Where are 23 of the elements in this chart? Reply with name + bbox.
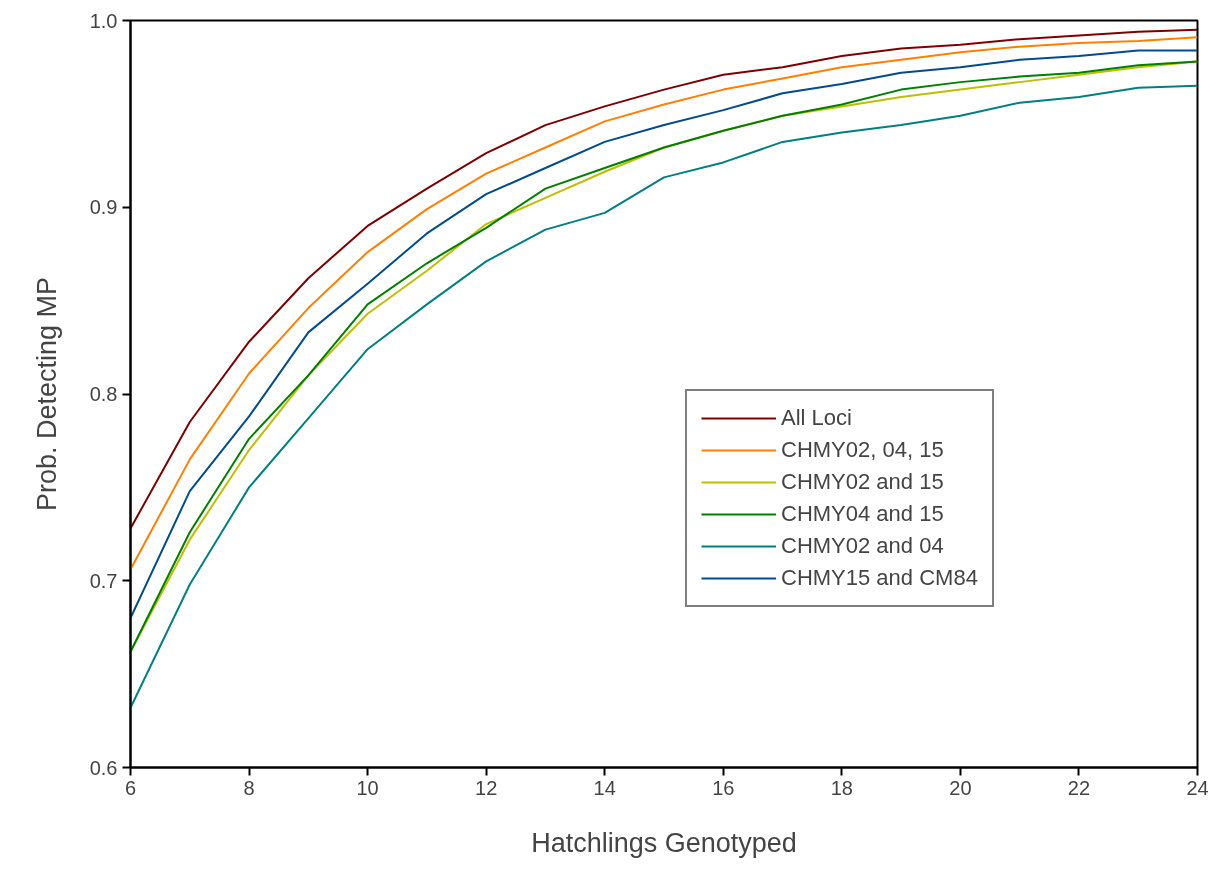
y-tick-label: 0.8 (89, 383, 118, 405)
x-tick-label: 22 (1067, 776, 1091, 799)
x-axis-title: Hatchlings Genotyped (531, 827, 797, 858)
y-tick-label: 1.0 (89, 9, 118, 32)
legend-label: CHMY04 and 15 (781, 501, 944, 527)
x-tick-label: 16 (712, 776, 735, 799)
y-tick-label: 0.9 (89, 196, 118, 219)
x-tick-label: 24 (1186, 776, 1209, 799)
x-tick-label: 12 (475, 776, 498, 799)
x-tick-label: 6 (124, 776, 137, 799)
x-tick-label: 10 (356, 776, 379, 799)
legend-label: CHMY15 and CM84 (781, 565, 978, 591)
y-axis-title: Prob. Detecting MP (31, 276, 62, 512)
x-tick-label: 18 (830, 776, 853, 799)
legend-label: CHMY02 and 04 (781, 533, 944, 559)
x-tick-label: 20 (949, 776, 972, 799)
legend-label: All Loci (781, 405, 852, 431)
legend-label: CHMY02, 04, 15 (781, 437, 944, 463)
legend-label: CHMY02 and 15 (781, 469, 944, 495)
y-tick-label: 0.6 (89, 756, 118, 779)
y-tick-label: 0.7 (89, 569, 118, 592)
x-tick-label: 14 (593, 776, 616, 799)
x-tick-label: 8 (243, 776, 255, 799)
